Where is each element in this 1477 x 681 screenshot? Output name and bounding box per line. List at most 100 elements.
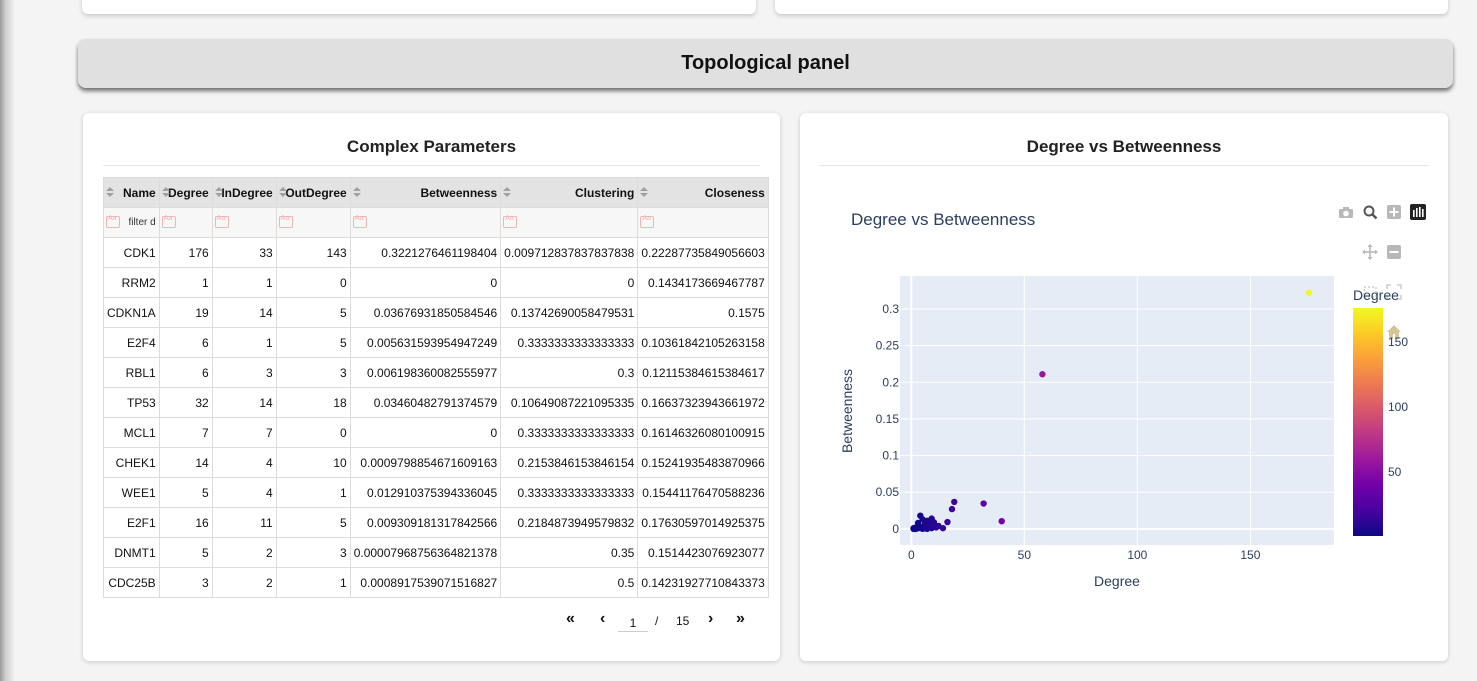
- table-cell[interactable]: CDC25B: [103, 567, 160, 598]
- plotly-logo-icon[interactable]: [1410, 204, 1426, 220]
- column-header-outdegree[interactable]: OutDegree: [275, 177, 351, 208]
- table-cell[interactable]: 0.3333333333333333: [500, 417, 639, 448]
- column-header-name[interactable]: Name: [103, 177, 160, 208]
- table-row[interactable]: CDC25B 3 2 1 0.0008917539071516827 0.5 0.14231…: [103, 567, 769, 598]
- table-cell[interactable]: 14: [211, 297, 277, 328]
- table-cell[interactable]: 0.22287735849056603: [637, 237, 769, 268]
- table-row[interactable]: WEE1 5 4 1 0.012910375394336045 0.33333333333…: [103, 477, 769, 508]
- table-cell[interactable]: CDK1: [103, 237, 160, 268]
- table-cell[interactable]: E2F4: [103, 327, 160, 358]
- page-number-input[interactable]: 1: [618, 614, 648, 632]
- table-cell[interactable]: MCL1: [103, 417, 160, 448]
- table-cell[interactable]: TP53: [103, 387, 160, 418]
- table-cell[interactable]: 0.35: [500, 537, 639, 568]
- table-cell[interactable]: 32: [158, 387, 213, 418]
- table-cell[interactable]: 0: [349, 267, 502, 298]
- table-cell[interactable]: CHEK1: [103, 447, 160, 478]
- filter-cell-clustering[interactable]: [500, 207, 639, 238]
- table-cell[interactable]: 3: [275, 357, 351, 388]
- table-cell[interactable]: 0.15241935483870966: [637, 447, 769, 478]
- filter-cell-betweenness[interactable]: [349, 207, 502, 238]
- table-cell[interactable]: RRM2: [103, 267, 160, 298]
- table-cell[interactable]: 0.3: [500, 357, 639, 388]
- table-cell[interactable]: 4: [211, 447, 277, 478]
- column-header-clustering[interactable]: Clustering: [500, 177, 639, 208]
- case-sensitive-icon[interactable]: [214, 215, 229, 228]
- filter-cell-closeness[interactable]: [637, 207, 769, 238]
- case-sensitive-icon[interactable]: [161, 215, 176, 228]
- filter-cell-outdegree[interactable]: [275, 207, 351, 238]
- filter-input-placeholder[interactable]: filter d: [128, 217, 156, 228]
- case-sensitive-icon[interactable]: [503, 215, 518, 228]
- case-sensitive-icon[interactable]: [106, 215, 120, 228]
- table-cell[interactable]: 1: [275, 567, 351, 598]
- sort-icon[interactable]: [106, 187, 114, 199]
- column-header-indegree[interactable]: InDegree: [211, 177, 277, 208]
- table-cell[interactable]: 0.13742690058479531: [500, 297, 639, 328]
- table-row[interactable]: DNMT1 5 2 3 0.00007968756364821378 0.35 0.1514…: [103, 537, 769, 568]
- table-cell[interactable]: 0: [275, 417, 351, 448]
- table-cell[interactable]: 3: [275, 537, 351, 568]
- table-cell[interactable]: 5: [158, 537, 213, 568]
- table-cell[interactable]: 0.03460482791374579: [349, 387, 502, 418]
- sort-icon[interactable]: [640, 187, 649, 199]
- table-cell[interactable]: 0.3333333333333333: [500, 477, 639, 508]
- table-row[interactable]: TP53 32 14 18 0.03460482791374579 0.106490872…: [103, 387, 769, 418]
- zoom-out-icon[interactable]: [1386, 244, 1402, 260]
- table-cell[interactable]: 5: [158, 477, 213, 508]
- table-row[interactable]: MCL1 7 7 0 0 0.3333333333333333 0.161463260801…: [103, 417, 769, 448]
- table-row[interactable]: RBL1 6 3 3 0.006198360082555977 0.3 0.12115384…: [103, 357, 769, 388]
- sort-icon[interactable]: [161, 187, 170, 199]
- table-cell[interactable]: 10: [275, 447, 351, 478]
- zoom-icon[interactable]: [1362, 204, 1378, 220]
- table-cell[interactable]: 33: [211, 237, 277, 268]
- table-cell[interactable]: CDKN1A: [103, 297, 160, 328]
- table-cell[interactable]: 0.17630597014925375: [637, 507, 769, 538]
- prev-page-button[interactable]: ‹: [600, 610, 606, 627]
- table-cell[interactable]: 0.012910375394336045: [349, 477, 502, 508]
- table-cell[interactable]: 14: [211, 387, 277, 418]
- table-row[interactable]: CHEK1 14 4 10 0.0009798854671609163 0.2153846…: [103, 447, 769, 478]
- table-cell[interactable]: 5: [275, 507, 351, 538]
- table-cell[interactable]: 0.15441176470588236: [637, 477, 769, 508]
- table-cell[interactable]: 0.10649087221095335: [500, 387, 639, 418]
- table-cell[interactable]: 3: [158, 567, 213, 598]
- box-select-icon[interactable]: [1362, 284, 1378, 300]
- table-cell[interactable]: DNMT1: [103, 537, 160, 568]
- table-cell[interactable]: 2: [211, 537, 277, 568]
- table-cell[interactable]: 0.00007968756364821378: [349, 537, 502, 568]
- column-header-degree[interactable]: Degree: [158, 177, 213, 208]
- sort-icon[interactable]: [278, 187, 287, 199]
- table-cell[interactable]: 6: [158, 357, 213, 388]
- next-page-button[interactable]: ›: [708, 610, 714, 627]
- table-cell[interactable]: 0.3333333333333333: [500, 327, 639, 358]
- table-cell[interactable]: 0.2184873949579832: [500, 507, 639, 538]
- case-sensitive-icon[interactable]: [278, 215, 293, 228]
- home-icon[interactable]: [1386, 324, 1402, 340]
- table-cell[interactable]: 1: [211, 267, 277, 298]
- table-cell[interactable]: 0.1434173669467787: [637, 267, 769, 298]
- camera-icon[interactable]: [1338, 204, 1354, 220]
- first-page-button[interactable]: «: [566, 610, 575, 627]
- table-cell[interactable]: 0.12115384615384617: [637, 357, 769, 388]
- table-cell[interactable]: 16: [158, 507, 213, 538]
- table-cell[interactable]: 7: [211, 417, 277, 448]
- table-cell[interactable]: 1: [158, 267, 213, 298]
- table-cell[interactable]: 14: [158, 447, 213, 478]
- table-cell[interactable]: 11: [211, 507, 277, 538]
- table-row[interactable]: CDK1 176 33 143 0.3221276461198404 0.00971283…: [103, 237, 769, 268]
- table-cell[interactable]: 19: [158, 297, 213, 328]
- table-cell[interactable]: 143: [275, 237, 351, 268]
- table-cell[interactable]: 0.0008917539071516827: [349, 567, 502, 598]
- zoom-in-icon[interactable]: [1386, 204, 1402, 220]
- table-cell[interactable]: 0.1514423076923077: [637, 537, 769, 568]
- table-cell[interactable]: 0.14231927710843373: [637, 567, 769, 598]
- table-cell[interactable]: 0.5: [500, 567, 639, 598]
- table-cell[interactable]: 6: [158, 327, 213, 358]
- table-row[interactable]: RRM2 1 1 0 0 0 0.1434173669467787: [103, 267, 769, 298]
- table-cell[interactable]: 1: [275, 477, 351, 508]
- last-page-button[interactable]: »: [736, 610, 745, 627]
- case-sensitive-icon[interactable]: [352, 215, 367, 228]
- table-cell[interactable]: 1: [211, 327, 277, 358]
- case-sensitive-icon[interactable]: [640, 215, 655, 228]
